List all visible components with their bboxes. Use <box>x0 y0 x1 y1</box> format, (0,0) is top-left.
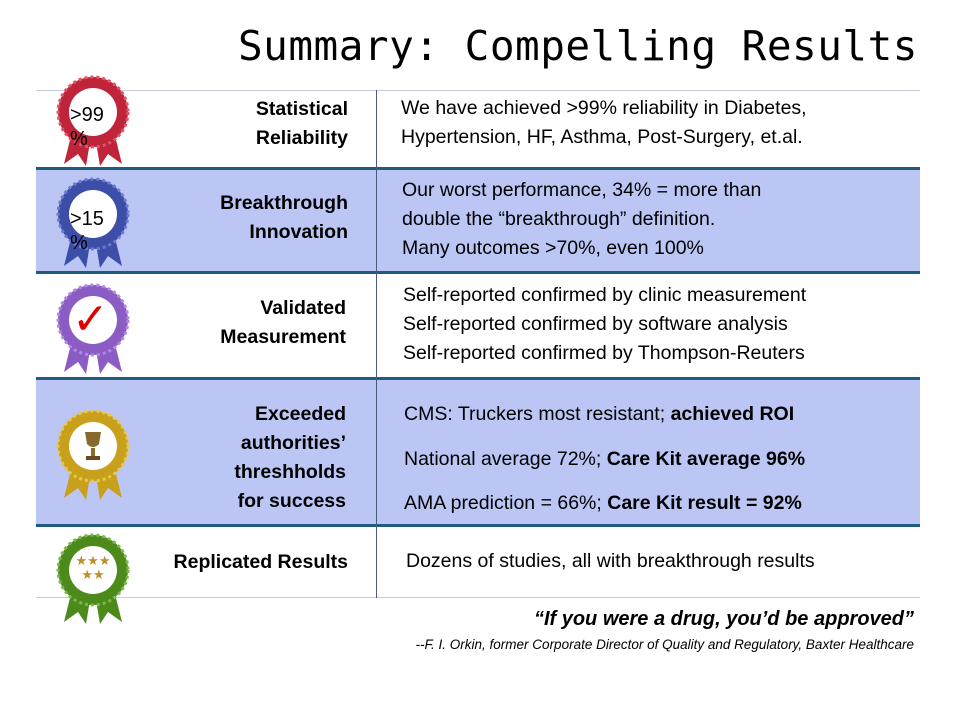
row-exceeded-thresholds <box>36 380 920 525</box>
label-line: Reliability <box>255 127 348 149</box>
column-divider <box>376 90 377 598</box>
label-exceeded-thresholds: Exceeded authorities’ threshholds for su… <box>234 400 346 516</box>
label-breakthrough-innovation: Breakthrough Innovation <box>220 189 348 247</box>
desc-bold: Care Kit result = 92% <box>607 492 802 514</box>
desc-plain: AMA prediction = 66%; <box>404 492 608 514</box>
badge-line: % <box>70 232 88 254</box>
desc-plain: CMS: Truckers most resistant; <box>404 403 671 425</box>
badge-line: >15 <box>70 208 104 230</box>
label-line: threshholds <box>234 461 346 483</box>
row-statistical-reliability <box>36 91 920 168</box>
row-separator <box>36 167 920 170</box>
label-validated-measurement: Validated Measurement <box>220 294 346 352</box>
svg-text:★★: ★★ <box>81 568 104 583</box>
row-separator <box>36 377 920 380</box>
label-replicated-results: Replicated Results <box>174 548 348 577</box>
badge-line: % <box>70 128 88 150</box>
desc-item: AMA prediction = 66%; Care Kit result = … <box>404 481 805 526</box>
badge-line: >99 <box>70 104 104 126</box>
ribbon-gold-trophy-icon <box>56 409 130 500</box>
ribbon-purple-icon <box>56 283 130 374</box>
label-line: Replicated Results <box>173 551 348 573</box>
label-line: authorities’ <box>240 432 346 454</box>
desc-plain: National average 72%; <box>404 447 607 470</box>
label-line: Innovation <box>249 221 348 243</box>
desc-line: Self-reported confirmed by software anal… <box>403 313 788 335</box>
desc-replicated-results: Dozens of studies, all with breakthrough… <box>406 547 815 576</box>
desc-line: Self-reported confirmed by Thompson-Reut… <box>403 342 805 364</box>
quote-attribution: --F. I. Orkin, former Corporate Director… <box>415 637 914 652</box>
row-replicated-results <box>36 527 920 597</box>
desc-line: double the “breakthrough” definition. <box>402 208 716 230</box>
desc-line: Hypertension, HF, Asthma, Post-Surgery, … <box>401 126 803 148</box>
quote: “If you were a drug, you’d be approved” <box>533 608 914 630</box>
row-breakthrough-innovation <box>36 170 920 272</box>
page-title: Summary: Compelling Results <box>238 22 918 70</box>
label-line: Measurement <box>220 326 346 348</box>
desc-item: National average 72%; Care Kit average 9… <box>404 437 805 482</box>
label-line: for success <box>237 490 346 512</box>
label-line: Statistical <box>255 98 348 120</box>
reliability-badge-value: >99 % <box>70 101 104 153</box>
label-line: Breakthrough <box>220 192 348 214</box>
desc-exceeded-thresholds: CMS: Truckers most resistant; achieved R… <box>404 392 805 526</box>
desc-validated-measurement: Self-reported confirmed by clinic measur… <box>403 281 806 368</box>
innovation-badge-value: >15 % <box>70 205 104 257</box>
desc-statistical-reliability: We have achieved >99% reliability in Dia… <box>401 94 807 152</box>
row-validated-measurement <box>36 274 920 378</box>
ribbon-red-icon <box>56 75 130 166</box>
desc-breakthrough-innovation: Our worst performance, 34% = more than d… <box>402 176 761 263</box>
desc-bold: Care Kit average 96% <box>606 447 806 470</box>
desc-line: Self-reported confirmed by clinic measur… <box>403 284 807 306</box>
desc-line: Dozens of studies, all with breakthrough… <box>406 550 815 572</box>
label-line: Exceeded <box>254 403 346 425</box>
desc-line: Many outcomes >70%, even 100% <box>402 237 704 259</box>
desc-line: We have achieved >99% reliability in Dia… <box>401 97 807 119</box>
ribbon-blue-icon <box>56 177 130 268</box>
row-separator <box>36 524 920 527</box>
label-line: Validated <box>260 297 346 319</box>
desc-item: CMS: Truckers most resistant; achieved R… <box>404 392 805 437</box>
svg-text:★★★: ★★★ <box>76 554 111 569</box>
checkmark-icon: ✓ <box>72 294 109 345</box>
desc-line: Our worst performance, 34% = more than <box>402 179 762 201</box>
label-statistical-reliability: Statistical Reliability <box>256 95 348 153</box>
ribbon-green-stars-icon: ★★★ ★★ <box>56 533 130 624</box>
desc-bold: achieved ROI <box>670 403 795 425</box>
row-separator <box>36 271 920 274</box>
